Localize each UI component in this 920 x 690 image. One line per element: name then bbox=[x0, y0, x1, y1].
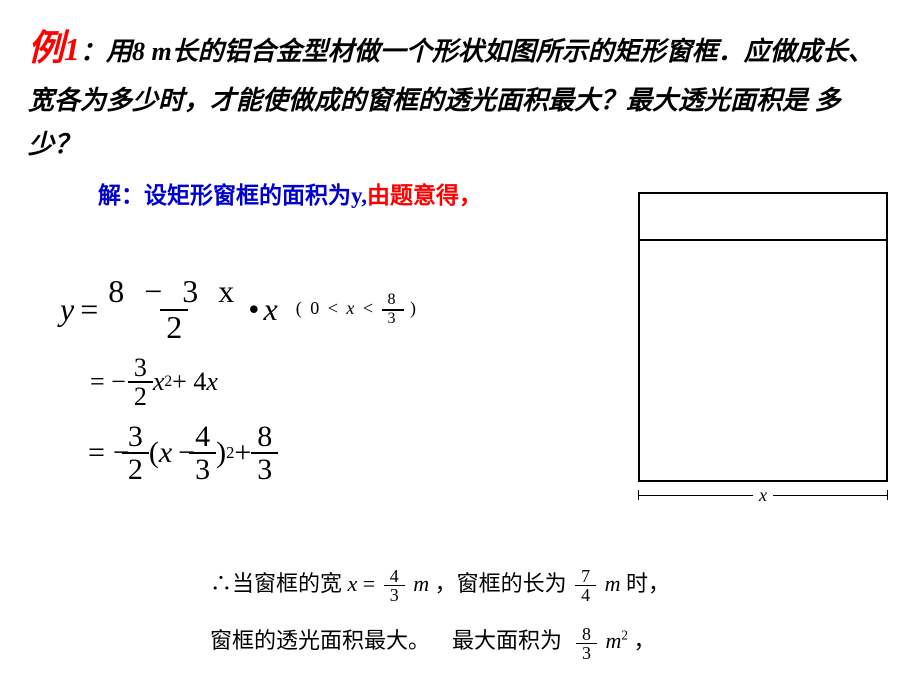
eq3-x: x bbox=[159, 436, 172, 470]
c1eq: = bbox=[363, 571, 381, 596]
eq3-plus: + bbox=[234, 436, 251, 470]
window-figure: x bbox=[638, 192, 888, 506]
x-dimension-bar: x bbox=[638, 484, 888, 506]
dot-op: • bbox=[244, 291, 263, 328]
window-outer bbox=[638, 192, 888, 482]
solution-blue: 解：设矩形窗框的面积为y, bbox=[98, 183, 367, 208]
eq2-x2: x bbox=[206, 367, 218, 397]
eq3-sq: 2 bbox=[226, 443, 234, 463]
c1fd2: 4 bbox=[575, 585, 596, 604]
dom-close: ) bbox=[404, 298, 419, 318]
conclusion: ∴当窗框的宽 x = 43 m ，窗框的长为 74 m 时， 窗框的透光面积最大… bbox=[210, 555, 870, 669]
equation-line-1: y = 8 − 3 x 2 • x ( 0 < x < 83 ) bbox=[60, 275, 418, 344]
dom-mid: < bbox=[356, 298, 381, 318]
eq2-fd: 2 bbox=[128, 381, 153, 410]
eq3-f3n: 8 bbox=[253, 421, 276, 453]
problem-text: 用8 m长的铝合金型材做一个形状如图所示的矩形窗框．应做成长、宽各为多少时，才能… bbox=[28, 37, 874, 159]
x-label: x bbox=[753, 485, 773, 506]
eq2-sq: 2 bbox=[164, 373, 172, 391]
x-var-1: x bbox=[264, 291, 278, 328]
conclusion-line-1: ∴当窗框的宽 x = 43 m ，窗框的长为 74 m 时， bbox=[210, 555, 870, 612]
frac-1: 8 − 3 x 2 bbox=[104, 275, 244, 344]
c2fd: 3 bbox=[576, 643, 597, 662]
eq3-f3d: 3 bbox=[251, 452, 278, 486]
window-divider bbox=[640, 239, 886, 241]
domain: ( 0 < x < 83 ) bbox=[278, 292, 418, 328]
eq3-lp: ( bbox=[149, 436, 159, 470]
dom-open: ( 0 < bbox=[296, 298, 347, 318]
frac1-den: 2 bbox=[160, 309, 188, 345]
c1fn: 4 bbox=[386, 567, 403, 585]
eq3-f3: 8 3 bbox=[251, 421, 278, 486]
c1m2: m bbox=[605, 571, 621, 596]
c1fd: 3 bbox=[384, 585, 405, 604]
c2sq: 2 bbox=[621, 628, 628, 643]
c1a: ∴当窗框的宽 bbox=[210, 571, 348, 596]
c1m: m bbox=[413, 571, 429, 596]
solution-red: 由题意得， bbox=[367, 183, 482, 208]
example-number: 1 bbox=[64, 31, 80, 67]
problem-statement: 例1：用8 m长的铝合金型材做一个形状如图所示的矩形窗框．应做成长、宽各为多少时… bbox=[0, 0, 920, 168]
eq2-fn: 3 bbox=[130, 354, 151, 381]
eq-sign-1: = bbox=[74, 291, 104, 328]
eq2-eq: = − bbox=[90, 367, 128, 397]
frac1-num: 8 − 3 x bbox=[108, 273, 240, 309]
y-var: y bbox=[60, 291, 74, 328]
math-equations: y = 8 − 3 x 2 • x ( 0 < x < 83 ) = − 3 2… bbox=[60, 275, 418, 486]
header-colon: ： bbox=[80, 37, 106, 66]
c2c: ， bbox=[634, 628, 656, 653]
dom-frac: 83 bbox=[382, 292, 404, 328]
c1c: 时， bbox=[626, 571, 670, 596]
conclusion-line-2: 窗框的透光面积最大。 最大面积为 83 m2 ， bbox=[210, 612, 870, 669]
equation-line-3: = − 3 2 (x − 4 3 )2 + 8 3 bbox=[88, 421, 418, 486]
dom-fn: 8 bbox=[384, 292, 402, 309]
c1b: ，窗框的长为 bbox=[435, 571, 573, 596]
dom-fd: 3 bbox=[382, 309, 404, 328]
eq3-neg: − bbox=[113, 436, 130, 470]
c2m: m bbox=[606, 628, 622, 653]
dom-x: x bbox=[346, 298, 356, 318]
c1fn2: 7 bbox=[577, 567, 594, 585]
example-label: 例 bbox=[28, 28, 64, 68]
equation-line-2: = − 3 2 x2 + 4x bbox=[90, 354, 418, 411]
c2b: 最大面积为 bbox=[436, 628, 568, 653]
c2fn: 8 bbox=[578, 625, 595, 643]
eq2-frac: 3 2 bbox=[128, 354, 153, 411]
eq3-minus: − bbox=[178, 436, 195, 470]
eq2-x: x bbox=[153, 367, 165, 397]
eq3-rp: ) bbox=[216, 436, 226, 470]
c2f: 83 bbox=[576, 625, 597, 662]
eq2-plus: + 4 bbox=[172, 367, 206, 397]
eq3-eq: = bbox=[88, 436, 105, 470]
c1f1: 43 bbox=[384, 567, 405, 604]
c1x: x bbox=[348, 571, 358, 596]
c2a: 窗框的透光面积最大。 bbox=[210, 628, 430, 653]
c1f2: 74 bbox=[575, 567, 596, 604]
